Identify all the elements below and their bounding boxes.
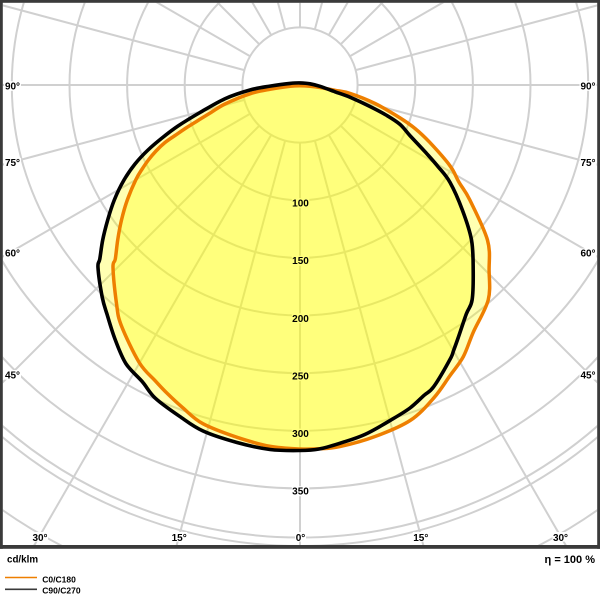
svg-text:C90/C270: C90/C270 [42,586,81,596]
svg-text:0°: 0° [296,533,306,544]
svg-text:250: 250 [292,372,309,383]
svg-text:150: 150 [292,256,309,267]
svg-text:15°: 15° [413,533,428,544]
svg-text:90°: 90° [5,82,20,93]
svg-text:75°: 75° [5,158,20,169]
svg-text:45°: 45° [5,370,20,381]
svg-text:300: 300 [292,429,309,440]
svg-text:60°: 60° [5,249,20,260]
svg-text:45°: 45° [580,370,595,381]
svg-text:cd/klm: cd/klm [7,555,38,566]
svg-text:C0/C180: C0/C180 [42,575,76,585]
svg-text:200: 200 [292,314,309,325]
svg-text:75°: 75° [580,158,595,169]
svg-text:15°: 15° [172,533,187,544]
svg-text:90°: 90° [580,82,595,93]
svg-text:100: 100 [292,199,309,210]
svg-text:30°: 30° [32,533,47,544]
svg-text:350: 350 [292,487,309,498]
svg-text:η = 100 %: η = 100 % [545,554,596,566]
svg-text:60°: 60° [580,249,595,260]
svg-text:30°: 30° [553,533,568,544]
